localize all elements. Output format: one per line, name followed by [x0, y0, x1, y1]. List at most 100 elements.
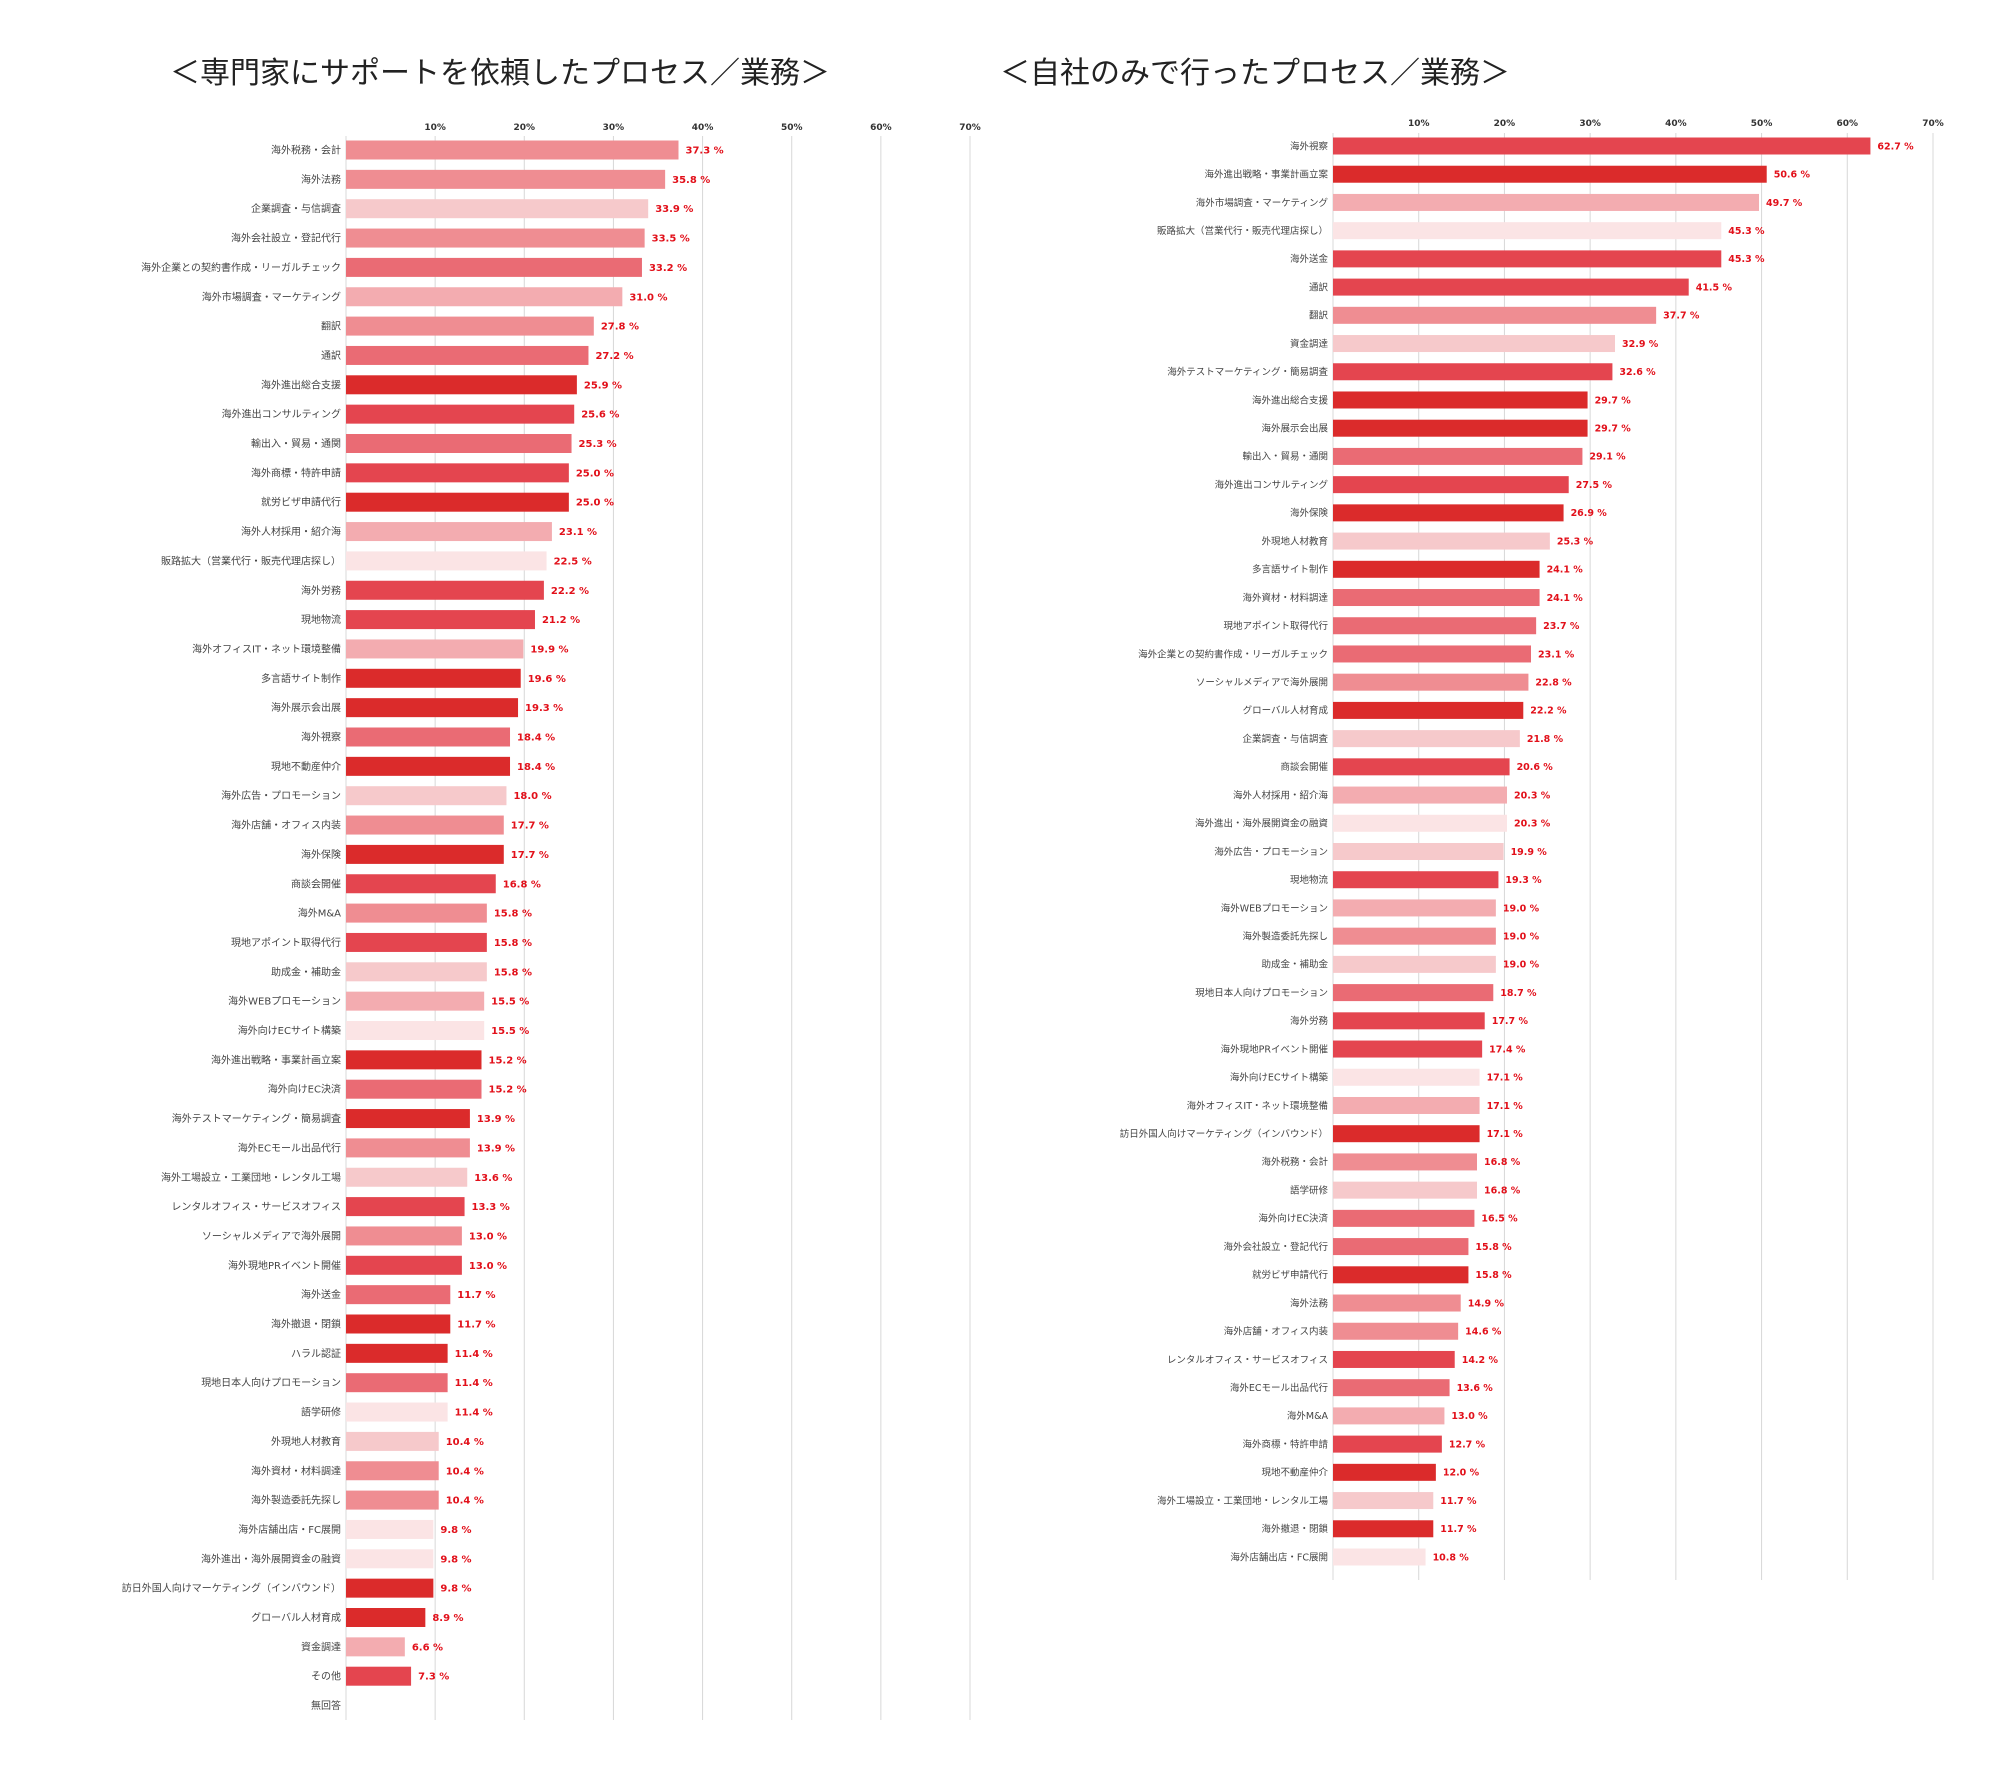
right-value-label: 20.3 % [1514, 819, 1551, 830]
left-category-label: 海外市場調査・マーケティング [202, 290, 341, 303]
left-bar [346, 1197, 465, 1217]
left-bar [346, 1285, 451, 1305]
right-category-label: 海外WEBプロモーション [1221, 902, 1328, 914]
left-value-label: 33.2 % [649, 263, 687, 274]
right-value-label: 10.8 % [1433, 1552, 1470, 1563]
right-x-tick-label: 70% [1922, 119, 1944, 129]
left-category-label: 通訳 [321, 349, 341, 362]
right-bar [1333, 701, 1524, 719]
right-bar [1333, 250, 1722, 268]
left-category-label: 就労ビザ申請代行 [261, 496, 341, 509]
right-category-label: 海外店舗出店・FC展開 [1230, 1551, 1328, 1563]
left-bar [346, 1666, 412, 1686]
left-bar [346, 874, 496, 894]
left-value-label: 21.2 % [542, 615, 580, 626]
left-value-label: 25.0 % [576, 498, 614, 509]
right-bar [1333, 1548, 1426, 1566]
left-value-label: 10.4 % [446, 1437, 484, 1448]
right-value-label: 13.6 % [1457, 1383, 1494, 1394]
right-value-label: 49.7 % [1766, 198, 1803, 209]
left-category-label: 海外向けEC決済 [268, 1083, 341, 1096]
left-bar [346, 404, 575, 424]
left-category-label: 海外資材・材料調達 [251, 1464, 341, 1477]
right-category-label: 助成金・補助金 [1261, 959, 1328, 971]
right-value-label: 17.1 % [1487, 1101, 1524, 1112]
right-bar [1333, 589, 1540, 607]
right-bar [1333, 1407, 1445, 1425]
left-bar [346, 522, 552, 542]
left-value-label: 19.3 % [525, 703, 563, 714]
right-category-label: 海外視察 [1290, 140, 1329, 152]
left-category-label: ソーシャルメディアで海外展開 [202, 1229, 341, 1242]
left-bar [346, 727, 511, 747]
left-category-label: 資金調達 [301, 1640, 341, 1653]
left-value-label: 13.0 % [469, 1231, 507, 1242]
right-bar [1333, 1492, 1434, 1510]
right-bar [1333, 899, 1496, 917]
right-category-label: 海外工場設立・工業団地・レンタル工場 [1157, 1495, 1329, 1507]
right-category-label: 現地日本人向けプロモーション [1195, 987, 1328, 999]
left-category-label: 海外視察 [301, 731, 341, 744]
left-bar [346, 815, 504, 835]
left-category-label: 海外WEBプロモーション [228, 995, 341, 1008]
right-category-label: 海外M&A [1287, 1410, 1329, 1422]
left-bar [346, 1079, 482, 1099]
left-category-label: 訪日外国人向けマーケティング（インバウンド） [122, 1582, 341, 1595]
left-category-label: 海外法務 [301, 173, 341, 186]
left-category-label: 海外工場設立・工業団地・レンタル工場 [161, 1171, 341, 1184]
left-bar [346, 580, 544, 600]
right-value-label: 17.1 % [1487, 1073, 1524, 1084]
right-category-label: 海外向けEC決済 [1258, 1213, 1328, 1225]
right-value-label: 15.8 % [1475, 1242, 1512, 1253]
right-value-label: 12.0 % [1443, 1468, 1480, 1479]
left-value-label: 13.6 % [474, 1173, 512, 1184]
left-value-label: 17.7 % [511, 850, 549, 861]
left-category-label: グローバル人材育成 [251, 1611, 341, 1624]
right-bar [1333, 786, 1507, 804]
right-value-label: 17.7 % [1492, 1016, 1529, 1027]
right-category-label: グローバル人材育成 [1243, 705, 1329, 717]
left-category-label: 商談会開催 [291, 877, 341, 890]
left-bar [346, 434, 572, 453]
left-category-label: ハラル認証 [291, 1347, 341, 1360]
right-category-label: 海外製造委託先探し [1242, 930, 1328, 942]
right-category-label: 就労ビザ申請代行 [1252, 1269, 1329, 1281]
right-category-label: 企業調査・与信調査 [1242, 733, 1328, 745]
right-value-label: 12.7 % [1449, 1439, 1486, 1450]
left-category-label: 語学研修 [301, 1406, 341, 1419]
left-value-label: 8.9 % [432, 1613, 463, 1624]
right-value-label: 29.7 % [1595, 395, 1632, 406]
right-category-label: 商談会開催 [1280, 761, 1328, 773]
left-bar [346, 345, 589, 365]
right-value-label: 25.3 % [1557, 536, 1594, 547]
left-value-label: 22.2 % [551, 586, 589, 597]
left-category-label: 海外労務 [301, 584, 341, 597]
left-x-tick-label: 70% [959, 123, 981, 133]
right-value-label: 19.9 % [1511, 847, 1548, 858]
right-value-label: 14.6 % [1465, 1327, 1502, 1338]
left-bar [346, 1608, 426, 1627]
left-category-label: 海外企業との契約書作成・リーガルチェック [141, 261, 341, 274]
right-value-label: 24.1 % [1547, 593, 1584, 604]
right-value-label: 29.1 % [1589, 452, 1626, 463]
left-category-label: 現地日本人向けプロモーション [201, 1376, 341, 1389]
left-value-label: 33.5 % [652, 234, 690, 245]
left-value-label: 10.4 % [446, 1466, 484, 1477]
right-bar [1333, 617, 1537, 635]
left-bar [346, 1519, 434, 1539]
left-value-label: 22.5 % [554, 556, 592, 567]
right-bar [1333, 645, 1531, 663]
right-bar [1333, 1096, 1480, 1114]
right-value-label: 20.3 % [1514, 790, 1551, 801]
right-category-label: 海外店舗・オフィス内装 [1224, 1326, 1329, 1338]
right-value-label: 21.8 % [1527, 734, 1564, 745]
right-bar [1333, 1238, 1469, 1256]
right-category-label: 現地物流 [1290, 874, 1329, 886]
right-bar [1333, 391, 1588, 409]
left-bar [346, 786, 507, 806]
left-value-label: 15.8 % [494, 938, 532, 949]
right-bar [1333, 447, 1583, 465]
right-category-label: 海外商標・特許申請 [1242, 1438, 1328, 1450]
left-value-label: 15.2 % [488, 1055, 526, 1066]
right-category-label: 通訳 [1309, 281, 1329, 293]
